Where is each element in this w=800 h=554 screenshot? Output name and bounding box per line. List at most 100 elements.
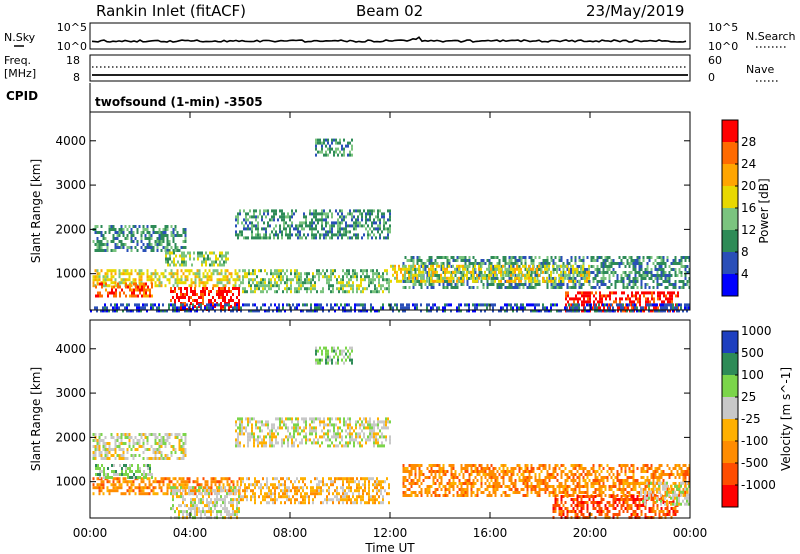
power-cell [628,280,631,283]
velocity-cell [284,489,286,493]
power-cell [584,274,587,277]
power-cell [600,262,603,265]
power-cell [322,309,324,313]
power-cell [408,273,410,277]
power-cell [194,293,196,296]
power-cell [410,259,413,262]
power-cell [374,287,376,291]
power-cell [502,264,504,268]
power-cell [116,246,119,249]
power-cell [514,279,516,283]
power-cell [452,286,455,289]
power-cell [374,290,376,294]
power-cell [202,284,205,288]
power-cell [285,230,287,234]
power-cell [105,288,107,292]
velocity-cell [228,483,231,487]
power-cell [184,269,187,273]
power-cell [238,278,241,282]
power-cell [664,309,666,313]
power-cell [334,303,336,307]
power-cell [566,306,568,310]
velocity-cell [180,477,183,481]
power-cell [344,284,346,288]
power-cell [630,286,633,289]
power-cell [317,230,319,234]
power-cell [530,276,532,280]
power-cell [273,209,275,213]
power-cell [460,256,463,259]
power-cell [329,224,331,228]
power-cell [230,290,232,293]
power-cell [420,270,422,274]
power-cell [274,290,276,294]
velocity-cell [381,444,383,448]
velocity-cell [240,498,242,502]
velocity-cell [102,457,105,460]
power-cell [414,273,416,277]
power-cell [342,309,344,313]
power-cell [366,287,368,291]
power-cell [114,281,117,285]
power-cell [406,303,408,307]
power-cell [674,268,677,271]
power-cell [276,272,278,276]
velocity-cell [267,426,269,430]
power-cell [520,277,523,280]
power-cell [372,281,374,285]
power-cell [686,283,689,286]
power-cell [373,233,375,237]
velocity-cell [377,426,379,430]
velocity-cell [92,492,95,496]
velocity-cell [295,423,297,427]
velocity-cell [214,480,217,484]
power-cell [96,237,99,240]
velocity-cell [310,492,312,496]
power-cell [377,230,379,234]
velocity-cell [147,464,149,467]
power-cell [478,276,480,280]
power-cell [612,274,615,277]
power-cell [436,279,438,283]
velocity-cell [160,486,163,490]
power-cell [236,296,238,299]
power-cell [173,260,175,264]
power-cell [224,278,227,282]
power-cell [129,294,131,298]
power-cell [518,276,520,280]
power-cell [532,267,534,271]
power-cell [550,273,552,277]
velocity-cell [291,444,293,448]
velocity-cell [164,454,167,457]
power-cell [672,309,674,313]
power-cell [242,287,244,291]
power-cell [186,303,188,307]
power-cell [219,263,221,267]
power-cell [592,256,595,259]
power-cell [362,287,364,291]
velocity-cell [94,454,97,457]
power-cell [168,278,171,282]
power-cell [348,284,350,288]
velocity-cell [289,435,291,439]
velocity-cell [339,426,341,430]
power-cell [446,267,448,271]
power-cell [462,283,465,286]
power-cell [178,234,181,237]
velocity-cell [325,423,327,427]
nsky-tick-high: 10^5 [57,21,87,34]
power-cell [378,272,380,276]
velocity-cell [96,477,99,481]
power-cell [147,288,149,292]
power-cell [647,291,649,295]
power-cell [382,272,384,276]
power-cell [674,280,677,283]
power-cell [343,230,345,234]
power-cell [338,281,340,285]
velocity-cell [228,501,230,505]
velocity-cell [220,504,222,508]
power-cell [244,269,246,273]
velocity-cell [142,439,145,442]
power-cell [570,259,573,262]
power-cell [634,259,637,262]
